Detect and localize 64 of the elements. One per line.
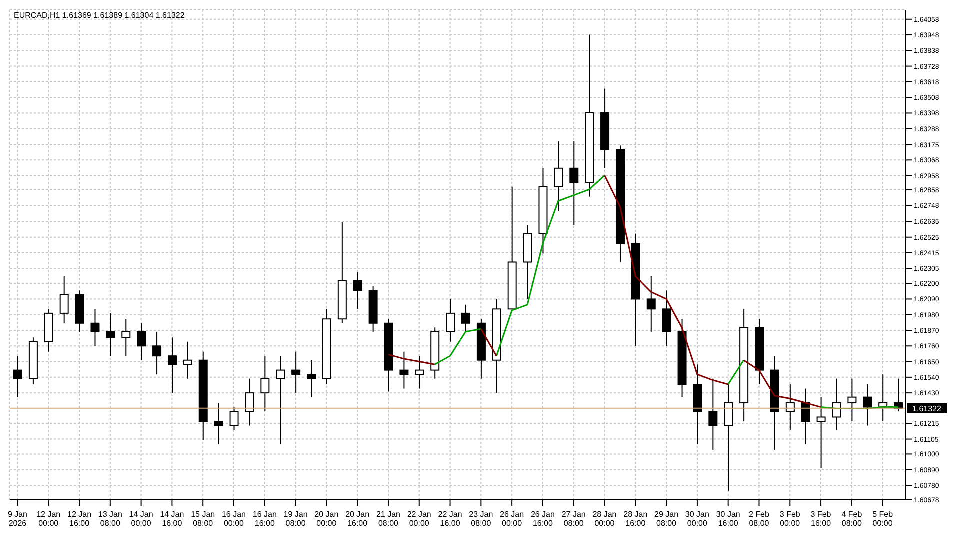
candlestick <box>816 396 826 469</box>
x-tick-label: 14 Jan 00:00 <box>129 510 154 528</box>
candlestick <box>137 322 146 361</box>
x-tick-label: 16 Jan 16:00 <box>252 510 277 528</box>
x-tick-label: 9 Jan 2026 <box>8 510 28 528</box>
x-tick-label: 22 Jan 00:00 <box>407 510 432 528</box>
x-tick-label: 20 Jan 16:00 <box>346 510 370 528</box>
candlestick <box>292 351 301 394</box>
x-tick-label: 3 Feb 16:00 <box>810 510 832 528</box>
x-tick-label: 30 Jan 00:00 <box>685 510 710 528</box>
x-tick-label: 22 Jan 16:00 <box>438 510 462 528</box>
candlestick <box>260 356 270 412</box>
x-tick-label: 28 Jan 16:00 <box>624 510 648 528</box>
candlestick <box>353 272 362 310</box>
candlestick <box>646 276 656 332</box>
chart-title: EURCAD,H1 1.61369 1.61389 1.61304 1.61322 <box>14 11 185 20</box>
candlestick <box>168 337 177 394</box>
x-tick-label: 15 Jan 08:00 <box>191 510 216 528</box>
x-tick-label: 12 Jan 16:00 <box>68 510 92 528</box>
x-tick-label: 12 Jan 00:00 <box>36 510 61 528</box>
candlestick <box>214 402 224 445</box>
x-tick-label: 20 Jan 00:00 <box>314 510 339 528</box>
candlestick <box>662 290 672 347</box>
candlestick <box>183 341 192 380</box>
candlestick <box>245 378 254 426</box>
ref-line-label: 1.61322 <box>912 404 942 414</box>
x-tick-label: 23 Jan 08:00 <box>469 510 494 528</box>
candlestick <box>307 360 316 398</box>
candlestick <box>570 140 579 226</box>
candlestick <box>446 298 456 342</box>
x-tick-label: 27 Jan 08:00 <box>562 510 586 528</box>
x-tick-label: 28 Jan 00:00 <box>592 510 617 528</box>
x-tick-label: 21 Jan 08:00 <box>376 510 400 528</box>
x-tick-label: 26 Jan 00:00 <box>500 510 524 528</box>
candlestick <box>122 318 131 357</box>
candlestick <box>708 378 718 450</box>
candlestick <box>863 384 872 426</box>
candlestick <box>90 308 100 347</box>
x-tick-label: 14 Jan 16:00 <box>160 510 184 528</box>
x-tick-label: 2 Feb 08:00 <box>749 510 770 528</box>
x-tick-label: 26 Jan 16:00 <box>530 510 555 528</box>
candlestick <box>106 312 116 357</box>
line-series <box>604 174 730 386</box>
candlestick <box>786 384 795 431</box>
x-tick-label: 29 Jan 08:00 <box>654 510 679 528</box>
candlestick <box>554 140 564 212</box>
x-tick-label: 3 Feb 00:00 <box>780 510 801 528</box>
candlestick <box>60 276 69 324</box>
x-tick-label: 5 Feb 00:00 <box>872 510 894 528</box>
x-tick-label: 4 Feb 08:00 <box>842 510 863 528</box>
x-tick-label: 16 Jan 00:00 <box>222 510 246 528</box>
candlestick <box>848 378 857 422</box>
candlestick <box>462 304 470 332</box>
candlestick <box>724 384 734 492</box>
candlestick <box>14 356 22 398</box>
x-tick-label: 30 Jan 16:00 <box>716 510 740 528</box>
candlestick <box>415 356 424 390</box>
x-tick-label: 13 Jan 08:00 <box>98 510 122 528</box>
candlestick <box>801 388 810 445</box>
candlestick <box>400 351 409 390</box>
candlestick <box>230 406 239 431</box>
candlestick <box>276 356 286 445</box>
candlestick <box>152 331 162 376</box>
x-tick-label: 19 Jan 08:00 <box>284 510 308 528</box>
